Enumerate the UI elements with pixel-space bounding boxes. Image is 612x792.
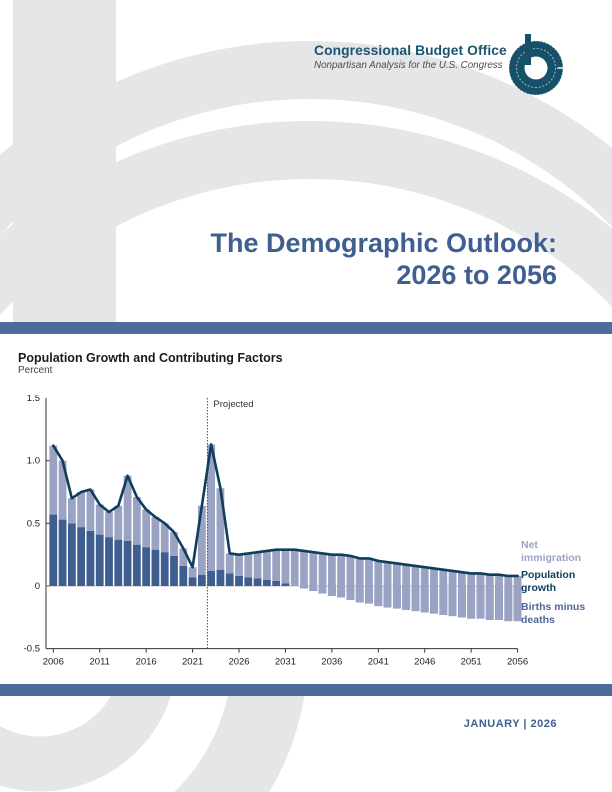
svg-text:0: 0 [35, 581, 40, 592]
svg-text:1.0: 1.0 [27, 456, 40, 467]
svg-text:2051: 2051 [461, 657, 482, 665]
svg-text:2006: 2006 [43, 657, 64, 665]
svg-text:2046: 2046 [414, 657, 435, 665]
svg-text:2021: 2021 [182, 657, 203, 665]
svg-text:1.5: 1.5 [27, 395, 40, 404]
svg-text:0.5: 0.5 [27, 518, 40, 529]
svg-text:-0.5: -0.5 [24, 644, 40, 655]
svg-text:Projected: Projected [213, 399, 253, 410]
svg-text:2041: 2041 [368, 657, 389, 665]
svg-text:2016: 2016 [136, 657, 157, 665]
svg-text:2026: 2026 [228, 657, 249, 665]
svg-text:2011: 2011 [90, 657, 110, 665]
svg-text:2056: 2056 [507, 657, 528, 665]
svg-text:2031: 2031 [275, 657, 296, 665]
svg-text:2036: 2036 [321, 657, 342, 665]
